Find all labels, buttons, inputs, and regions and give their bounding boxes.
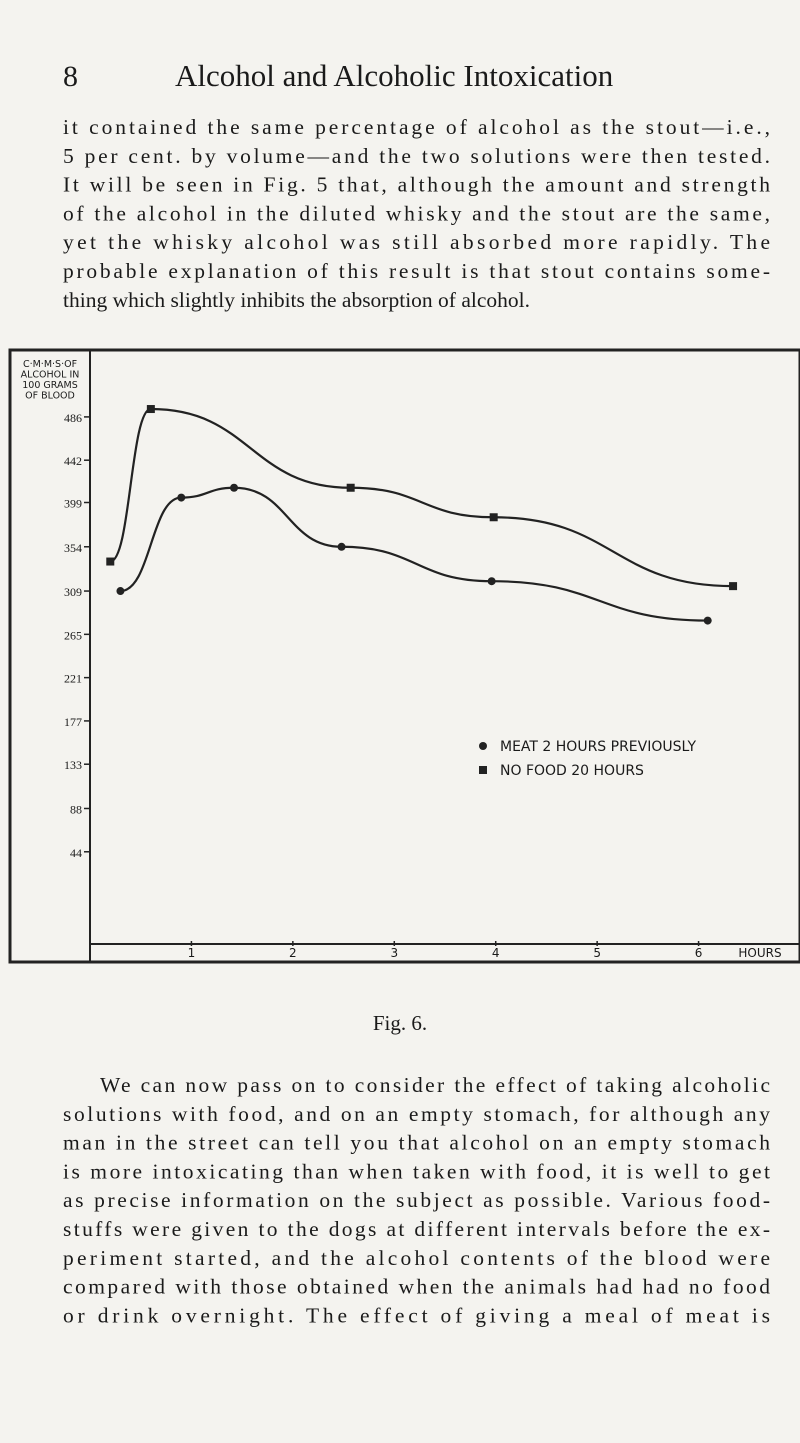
x-tick-label: 6 (695, 946, 703, 960)
text-line: probable explanation of this result is t… (63, 259, 770, 283)
text-line: yet the whisky alcohol was still absorbe… (63, 230, 770, 254)
y-tick-label: 221 (64, 672, 82, 686)
page-number: 8 (63, 60, 78, 93)
text-line: it contained the same percentage of alco… (63, 115, 770, 139)
data-point (146, 405, 155, 414)
y-axis-title: ALCOHOL IN (21, 370, 80, 381)
text-line: It will be seen in Fig. 5 that, although… (63, 173, 770, 197)
data-point (230, 483, 239, 492)
x-tick-label: 1 (188, 946, 196, 960)
text-line: as precise information on the subject as… (63, 1188, 770, 1212)
data-point (337, 542, 346, 551)
y-axis-title: OF BLOOD (25, 391, 75, 402)
text-line: periment started, and the alcohol conten… (63, 1246, 770, 1270)
text-line: thing which slightly inhibits the absorp… (63, 288, 530, 312)
x-tick-label: 3 (390, 946, 398, 960)
y-axis-title: C·M·M·S·OF (23, 359, 77, 370)
y-tick-label: 309 (64, 585, 82, 599)
legend-label: NO FOOD 20 HOURS (500, 763, 644, 779)
data-point (489, 513, 498, 522)
text-line: stuffs were given to the dogs at differe… (63, 1217, 770, 1241)
text-line: of the alcohol in the diluted whisky and… (63, 201, 770, 225)
x-tick-label: 2 (289, 946, 297, 960)
legend-label: MEAT 2 HOURS PREVIOUSLY (500, 739, 696, 755)
y-tick-label: 44 (70, 846, 82, 860)
data-point (346, 483, 355, 492)
y-tick-label: 354 (64, 541, 82, 555)
text-line: compared with those obtained when the an… (63, 1275, 770, 1299)
data-point (729, 582, 738, 591)
y-tick-label: 399 (64, 497, 82, 511)
text-line: is more intoxicating than when taken wit… (63, 1159, 770, 1183)
y-tick-label: 88 (70, 802, 82, 816)
x-axis-title: HOURS (738, 946, 781, 960)
legend-marker (479, 766, 487, 774)
text-line: or drink overnight. The effect of giving… (63, 1303, 770, 1327)
y-tick-label: 442 (64, 454, 82, 468)
y-tick-label: 133 (64, 758, 82, 772)
y-tick-label: 177 (64, 715, 82, 729)
text-line: We can now pass on to consider the effec… (100, 1073, 770, 1097)
data-point (106, 557, 115, 566)
data-point (487, 577, 496, 586)
figure-caption: Fig. 6. (373, 1011, 427, 1035)
y-tick-label: 486 (64, 411, 82, 425)
y-tick-label: 265 (64, 628, 82, 642)
figure-frame (8, 348, 800, 964)
series-line (109, 407, 734, 588)
x-tick-label: 5 (593, 946, 601, 960)
x-tick-label: 4 (492, 946, 500, 960)
y-axis-title: 100 GRAMS (22, 380, 77, 391)
data-point (703, 616, 712, 625)
data-point (177, 493, 186, 502)
series-line (120, 486, 708, 622)
text-line: man in the street can tell you that alco… (63, 1131, 770, 1155)
running-title: Alcohol and Alcoholic Intoxication (175, 58, 614, 93)
text-line: 5 per cent. by volume—and the two soluti… (63, 144, 770, 168)
legend-marker (479, 742, 487, 750)
data-point (116, 587, 125, 596)
text-line: solutions with food, and on an empty sto… (63, 1102, 770, 1126)
